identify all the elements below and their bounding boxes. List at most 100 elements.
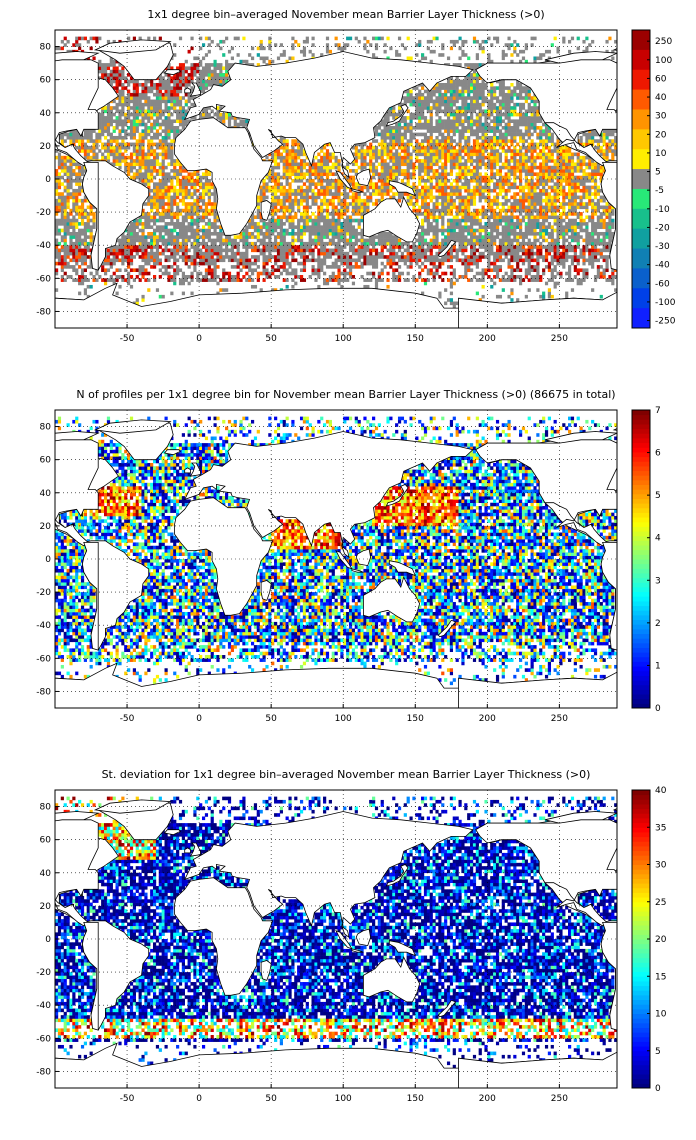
heatmap-cell [89, 235, 93, 239]
heatmap-cell [573, 195, 577, 200]
heatmap-cell [562, 265, 566, 269]
heatmap-cell [135, 152, 139, 157]
heatmap-cell [513, 222, 517, 226]
heatmap-cell [366, 255, 370, 259]
heatmap-cell [184, 179, 188, 183]
heatmap-cell [415, 258, 419, 263]
heatmap-cell [570, 288, 575, 292]
heatmap-cell [498, 155, 503, 160]
heatmap-cell [340, 255, 344, 259]
heatmap-cell [412, 248, 416, 253]
heatmap-cell [397, 198, 402, 203]
heatmap-cell [392, 175, 396, 180]
heatmap-cell [328, 179, 332, 183]
heatmap-cell [124, 251, 128, 256]
heatmap-cell [559, 271, 563, 276]
heatmap-cell [271, 245, 275, 249]
heatmap-cell [265, 228, 269, 233]
heatmap-cell [268, 251, 272, 256]
heatmap-cell [591, 231, 595, 236]
heatmap-cell [530, 155, 534, 160]
heatmap-cell [129, 225, 134, 229]
heatmap-cell [406, 255, 410, 259]
heatmap-cell [559, 258, 563, 263]
heatmap-cell [317, 218, 321, 223]
heatmap-cell [493, 225, 497, 229]
heatmap-cell [147, 175, 151, 180]
heatmap-cell [611, 268, 615, 273]
heatmap-cell [461, 155, 465, 160]
heatmap-cell [346, 192, 350, 196]
heatmap-cell [173, 185, 177, 190]
heatmap-cell [521, 185, 526, 190]
heatmap-cell [596, 169, 601, 173]
heatmap-cell [89, 208, 93, 213]
heatmap-cell [475, 155, 479, 160]
heatmap-cell [357, 238, 361, 243]
heatmap-cell [481, 152, 485, 157]
heatmap-cell [187, 179, 191, 183]
heatmap-cell [187, 192, 191, 196]
heatmap-cell [444, 301, 448, 306]
heatmap-cell [164, 155, 168, 160]
heatmap-cell [579, 215, 583, 220]
heatmap-cell [164, 182, 168, 186]
heatmap-cell [374, 284, 379, 289]
heatmap-cell [308, 169, 312, 173]
heatmap-cell [470, 278, 474, 282]
heatmap-cell [239, 235, 243, 239]
heatmap-cell [351, 251, 356, 256]
heatmap-cell [288, 202, 292, 206]
heatmap-cell [423, 172, 428, 176]
heatmap-cell [363, 212, 367, 216]
heatmap-cell [291, 162, 295, 167]
heatmap-cell [553, 248, 557, 253]
heatmap-cell [426, 255, 430, 259]
heatmap-cell [539, 222, 543, 226]
heatmap-cell [66, 202, 70, 206]
heatmap-cell [256, 248, 260, 253]
heatmap-cell [323, 261, 327, 266]
heatmap-cell [582, 195, 586, 200]
heatmap-cell [539, 205, 543, 210]
heatmap-cell [513, 231, 517, 236]
heatmap-cell [150, 162, 154, 167]
heatmap-cell [193, 212, 197, 216]
heatmap-cell [155, 192, 160, 196]
heatmap-cell [66, 261, 70, 266]
heatmap-cell [576, 182, 580, 186]
heatmap-cell [588, 165, 592, 170]
heatmap-cell [519, 169, 523, 173]
heatmap-cell [570, 159, 575, 163]
heatmap-cell [317, 258, 321, 263]
heatmap-cell [314, 268, 318, 273]
heatmap-cell [472, 248, 477, 253]
heatmap-cell [507, 179, 511, 183]
heatmap-cell [472, 218, 477, 223]
heatmap-cell [533, 231, 537, 236]
heatmap-cell [423, 159, 428, 163]
heatmap-cell [591, 169, 595, 173]
heatmap-cell [539, 278, 543, 282]
heatmap-cell [351, 275, 356, 279]
heatmap-cell [334, 165, 338, 170]
heatmap-cell [412, 275, 416, 279]
heatmap-cell [366, 198, 370, 203]
heatmap-cell [435, 268, 439, 273]
heatmap-cell [403, 159, 407, 163]
heatmap-cell [536, 271, 540, 276]
heatmap-cell [498, 192, 503, 196]
heatmap-cell [389, 155, 393, 160]
heatmap-cell [196, 251, 200, 256]
heatmap-cell [299, 198, 304, 203]
heatmap-cell [78, 248, 82, 253]
heatmap-cell [464, 261, 468, 266]
heatmap-cell [317, 222, 321, 226]
heatmap-cell [314, 278, 318, 282]
heatmap-cell [377, 231, 381, 236]
heatmap-cell [60, 159, 64, 163]
heatmap-cell [343, 175, 347, 180]
heatmap-cell [513, 215, 517, 220]
heatmap-cell [152, 165, 157, 170]
heatmap-cell [285, 192, 289, 196]
